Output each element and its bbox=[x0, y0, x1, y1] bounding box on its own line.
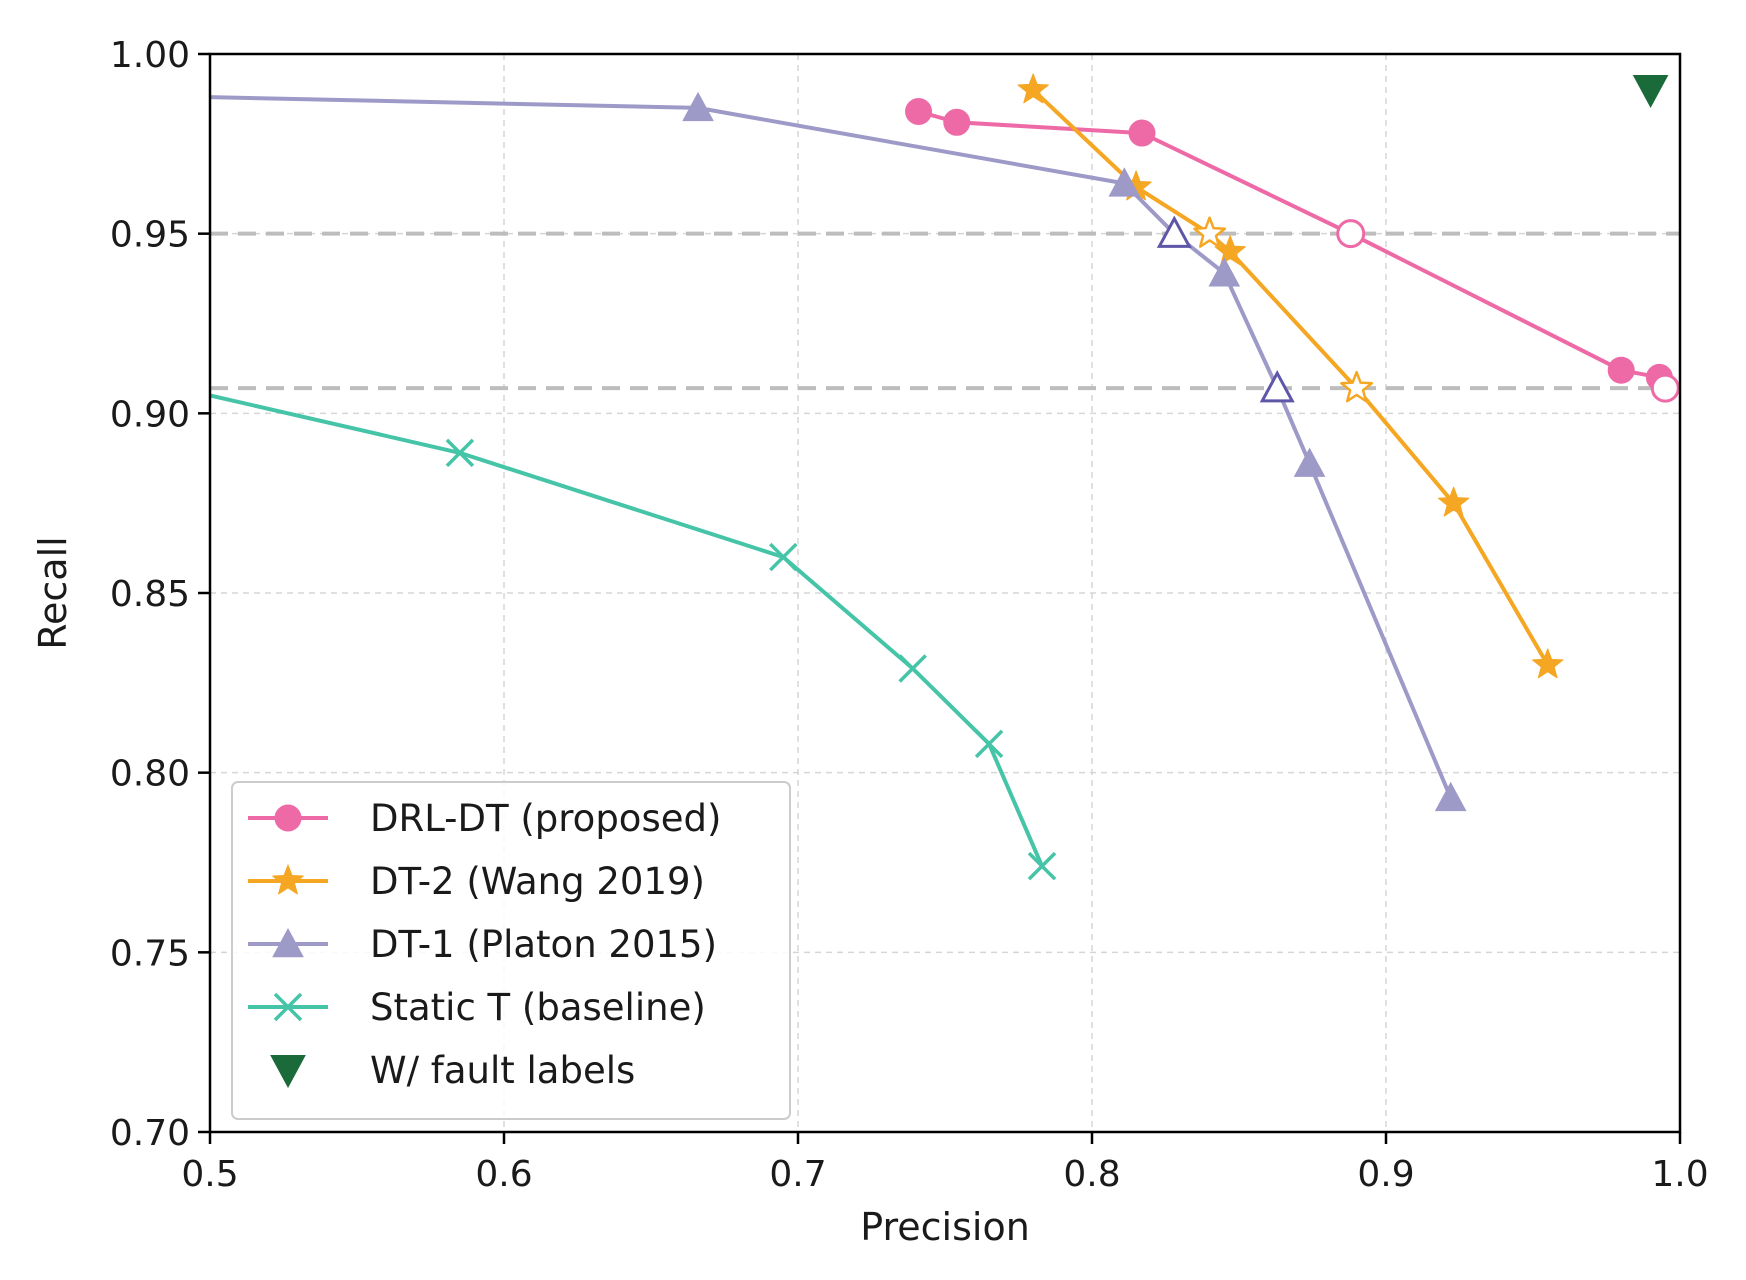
data-point bbox=[1214, 235, 1246, 266]
data-point bbox=[682, 91, 714, 122]
x-tick-label: 0.6 bbox=[475, 1154, 532, 1195]
data-point bbox=[1336, 219, 1366, 249]
data-point bbox=[1208, 257, 1241, 287]
x-tick-label: 0.9 bbox=[1357, 1154, 1414, 1195]
legend-item: W/ fault labels bbox=[270, 1049, 635, 1092]
data-point bbox=[769, 542, 798, 572]
x-tick-label: 0.8 bbox=[1063, 1154, 1120, 1195]
legend-marker bbox=[272, 927, 304, 958]
data-point bbox=[445, 438, 475, 468]
series-w-fault-labels bbox=[1632, 74, 1669, 108]
data-point bbox=[1259, 370, 1295, 403]
y-tick-label: 0.80 bbox=[110, 754, 190, 795]
data-point bbox=[1017, 73, 1049, 104]
axis-ticks: 0.5 0.6 0.7 0.8 0.9 1.0 0.70 0.75 0.80 0.85 0.90 0.… bbox=[110, 35, 1709, 1195]
series-group bbox=[210, 73, 1680, 881]
y-tick-label: 0.75 bbox=[110, 933, 190, 974]
data-point bbox=[905, 97, 933, 125]
data-point bbox=[1027, 851, 1057, 881]
legend-item: DRL-DT (proposed) bbox=[248, 797, 721, 840]
y-tick-label: 0.85 bbox=[110, 574, 190, 615]
x-tick-label: 0.7 bbox=[769, 1154, 826, 1195]
y-tick-label: 0.70 bbox=[110, 1113, 190, 1154]
data-point bbox=[1108, 167, 1141, 197]
legend-label: DT-2 (Wang 2019) bbox=[370, 860, 705, 903]
data-point bbox=[1437, 486, 1470, 517]
y-axis-label: Recall bbox=[31, 536, 75, 649]
x-tick-label: 1.0 bbox=[1651, 1154, 1708, 1195]
data-point bbox=[1650, 373, 1680, 403]
data-point bbox=[1340, 370, 1374, 403]
legend-label: Static T (baseline) bbox=[370, 986, 706, 1029]
x-tick-label: 0.5 bbox=[181, 1154, 238, 1195]
legend-label: W/ fault labels bbox=[370, 1049, 635, 1092]
data-point bbox=[974, 729, 1004, 759]
series-dt-1-platon-2015 bbox=[210, 91, 1467, 812]
data-point bbox=[1607, 356, 1635, 384]
legend-marker bbox=[270, 1055, 306, 1089]
series-line bbox=[1031, 88, 1550, 666]
legend: DRL-DT (proposed) DT-2 (Wang 2019) DT-1 (P… bbox=[231, 781, 791, 1120]
legend-label: DRL-DT (proposed) bbox=[370, 797, 721, 840]
reference-lines bbox=[210, 231, 1680, 391]
legend-marker bbox=[273, 992, 303, 1022]
series-drl-dt-proposed bbox=[905, 97, 1680, 403]
y-tick-label: 0.95 bbox=[110, 215, 190, 256]
data-point bbox=[1193, 216, 1227, 248]
series-line bbox=[210, 393, 1044, 867]
series-line bbox=[210, 95, 1453, 799]
x-axis-label: Precision bbox=[860, 1205, 1030, 1249]
data-point bbox=[1531, 648, 1564, 679]
data-point bbox=[1632, 74, 1669, 108]
legend-item: DT-2 (Wang 2019) bbox=[248, 860, 705, 903]
data-point bbox=[1156, 215, 1192, 248]
legend-item: DT-1 (Platon 2015) bbox=[248, 923, 717, 966]
data-point bbox=[1434, 781, 1467, 812]
series-dt-2-wang-2019 bbox=[1017, 73, 1564, 679]
data-point bbox=[943, 108, 971, 136]
legend-marker bbox=[274, 804, 302, 832]
data-point bbox=[1293, 447, 1326, 477]
y-tick-label: 1.00 bbox=[110, 35, 190, 76]
legend-box bbox=[231, 781, 791, 1120]
y-tick-label: 0.90 bbox=[110, 394, 190, 435]
data-point bbox=[1128, 119, 1156, 147]
series-line bbox=[917, 109, 1668, 390]
legend-item: Static T (baseline) bbox=[248, 986, 706, 1029]
series-static-t-baseline bbox=[210, 393, 1057, 881]
legend-label: DT-1 (Platon 2015) bbox=[370, 923, 717, 966]
legend-marker bbox=[272, 864, 304, 895]
data-point bbox=[898, 654, 927, 683]
